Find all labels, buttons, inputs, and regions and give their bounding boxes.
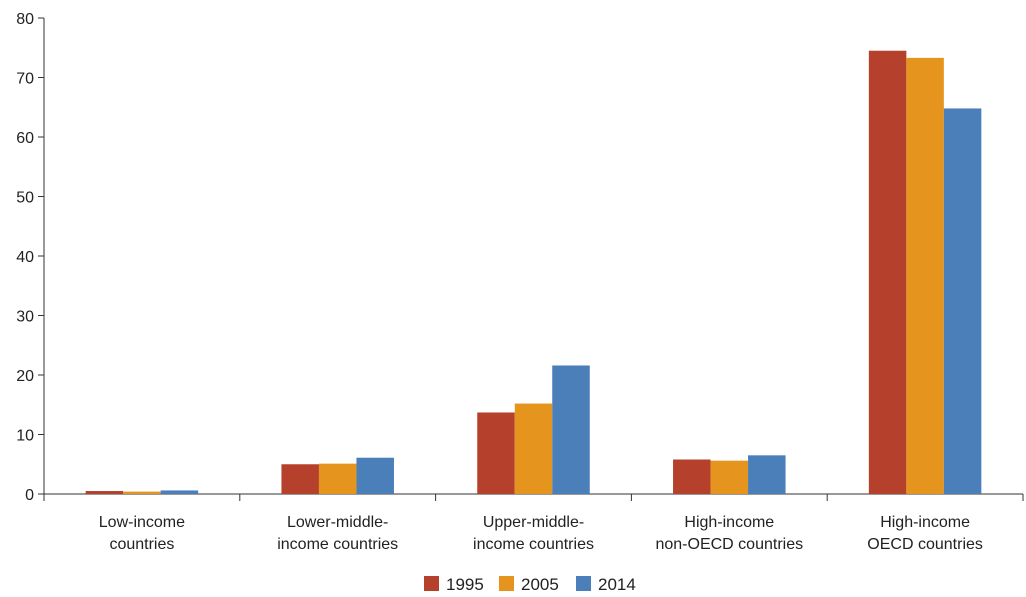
bar-1995: [85, 491, 124, 494]
x-axis: Low-income countries Lower-middle-income c…: [43, 493, 1024, 553]
legend-label: 2014: [598, 575, 636, 594]
bar-1995: [673, 459, 711, 494]
y-tick-label: 70: [16, 71, 34, 88]
x-category-label: non-OECD countries: [655, 536, 803, 553]
x-category-label: income countries: [277, 536, 398, 553]
legend-swatch-1995: [424, 576, 439, 591]
y-tick-label: 60: [16, 130, 34, 147]
y-tick-label: 50: [16, 190, 34, 207]
bar-2005: [514, 403, 553, 494]
y-tick-label: 20: [16, 368, 34, 385]
bar-2005: [123, 491, 161, 494]
bar-1995: [281, 464, 319, 494]
bar-1995: [868, 50, 907, 494]
x-category-label: countries: [109, 536, 174, 553]
legend-swatch-2005: [499, 576, 514, 591]
y-tick-label: 80: [16, 11, 34, 28]
bar-2014: [943, 108, 982, 494]
bar-2005: [710, 460, 749, 494]
x-category-label: OECD countries: [867, 536, 983, 553]
y-axis: 0 10 20 30 40 50 60 70 80: [16, 11, 45, 504]
x-category-label: Lower-middle-: [287, 514, 388, 531]
bar-1995: [477, 412, 515, 494]
y-tick-label: 40: [16, 249, 34, 266]
legend-label: 1995: [446, 575, 484, 594]
x-category-label: High-income: [880, 514, 970, 531]
bar-2014: [552, 365, 590, 494]
y-tick-label: 10: [16, 428, 34, 445]
bars: [85, 50, 982, 495]
legend: 1995 2005 2014: [424, 575, 636, 594]
bar-2014: [356, 457, 394, 494]
x-category-label: High-income: [684, 514, 774, 531]
legend-label: 2005: [521, 575, 559, 594]
bar-2014: [160, 490, 199, 494]
bar-2014: [748, 455, 786, 494]
x-category-label: Low-income: [99, 514, 185, 531]
y-tick-label: 0: [25, 487, 34, 504]
x-category-label: income countries: [473, 536, 594, 553]
bar-2005: [906, 57, 944, 495]
legend-swatch-2014: [576, 576, 591, 591]
bar-2005: [318, 463, 357, 494]
x-category-label: Upper-middle-: [483, 514, 584, 531]
y-tick-label: 30: [16, 309, 34, 326]
